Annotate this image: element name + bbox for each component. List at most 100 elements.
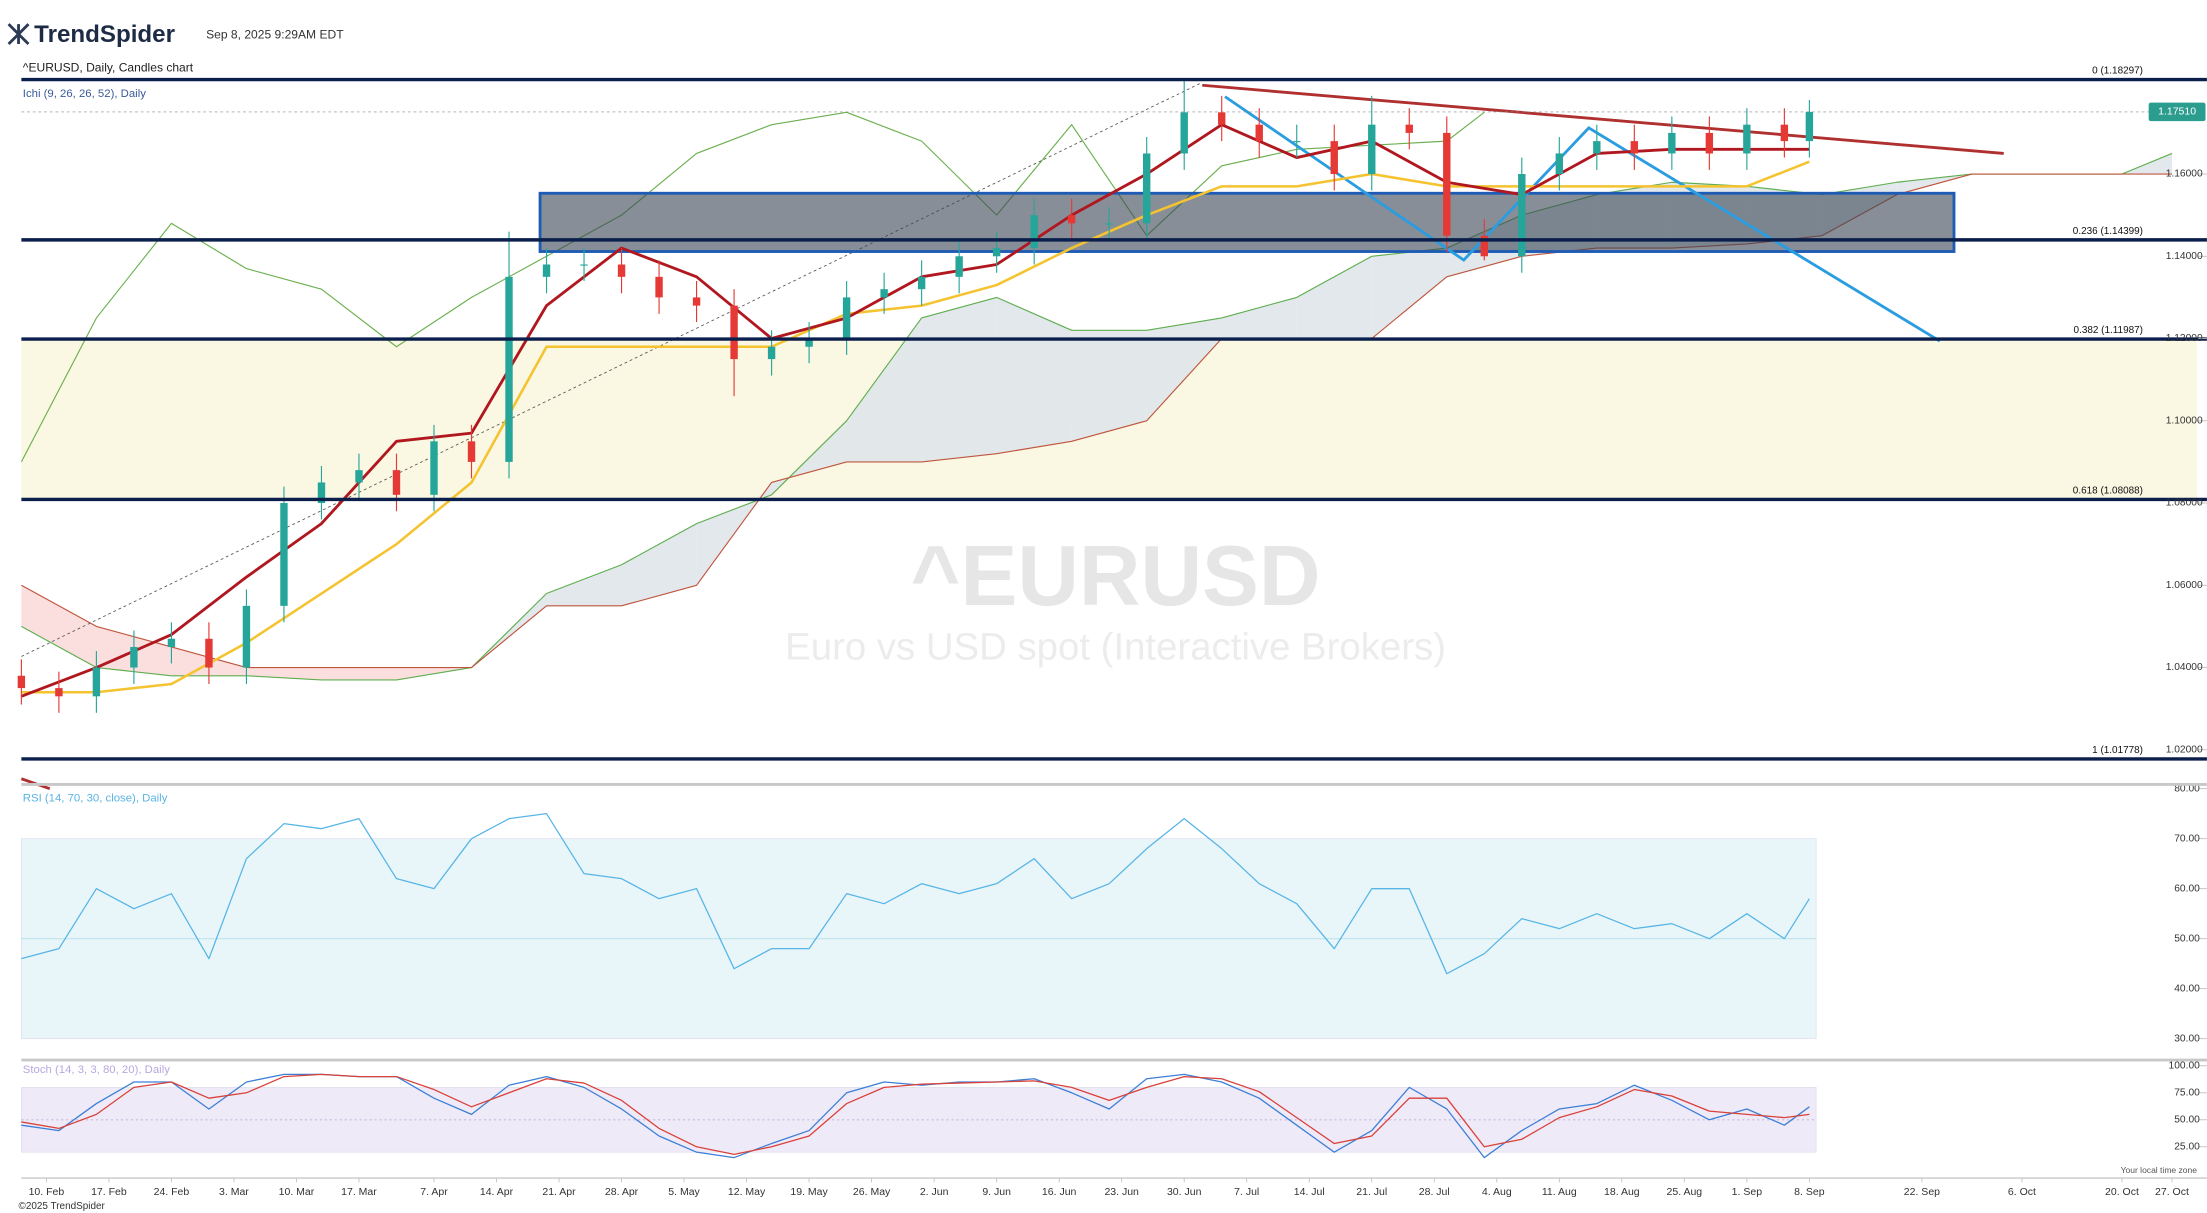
copyright: ©2025 TrendSpider — [19, 1201, 106, 1212]
candle-body — [1518, 174, 1526, 257]
candle-body — [1218, 112, 1226, 125]
candle-body — [92, 667, 101, 697]
timezone-note: Your local time zone — [2121, 1165, 2198, 1175]
y-tick-label: 50.00 — [2174, 1114, 2200, 1125]
candle-body — [1368, 124, 1376, 175]
indicator-line — [21, 1073, 1810, 1155]
y-tick-label: 1.14000 — [2166, 251, 2203, 262]
logo-icon — [7, 23, 30, 46]
x-tick-label: 28. Apr — [605, 1186, 639, 1198]
y-tick-label: 100.00 — [2169, 1060, 2201, 1071]
x-tick-label: 3. Mar — [219, 1186, 249, 1198]
y-tick-label: 60.00 — [2174, 883, 2200, 894]
cloud-segment — [321, 667, 397, 680]
price-layer: 0 (1.18297) 0.236 (1.14399) 0.382 (1.11987… — [17, 66, 2207, 1198]
x-tick-label: 8. Sep — [1794, 1186, 1825, 1198]
cloud-segment — [996, 297, 1072, 454]
x-tick-label: 19. May — [790, 1186, 828, 1198]
y-tick-label: 1.16000 — [2166, 169, 2203, 180]
last-price-tag — [2148, 102, 2206, 122]
x-tick-label: 14. Apr — [480, 1186, 514, 1198]
candle-body — [430, 441, 438, 495]
fib-label: 1 (1.01778) — [2092, 745, 2143, 756]
y-tick-label: 75.00 — [2174, 1087, 2200, 1098]
brand: TrendSpider — [34, 21, 175, 48]
candle-body — [1330, 141, 1338, 175]
y-tick-label: 1.04000 — [2166, 662, 2203, 673]
x-tick-label: 6. Oct — [2008, 1186, 2036, 1198]
x-tick-label: 28. Jul — [1419, 1186, 1450, 1198]
candle-body — [767, 346, 776, 360]
candle-body — [467, 441, 476, 462]
indicator-label: Ichi (9, 26, 26, 52), Daily — [23, 88, 146, 100]
cloud-segment — [1371, 248, 1447, 339]
fib-label: 0.618 (1.08088) — [2073, 486, 2143, 497]
cloud-segment — [846, 317, 922, 462]
candle-body — [1630, 141, 1639, 154]
fib-label: 0.382 (1.11987) — [2074, 325, 2143, 336]
cloud-segment — [1296, 256, 1372, 339]
y-tick-label: 1.02000 — [2166, 744, 2203, 755]
x-tick-label: 7. Apr — [420, 1186, 448, 1198]
x-tick-label: 11. Aug — [1542, 1186, 1577, 1198]
candle-body — [1030, 215, 1038, 249]
x-tick-label: 21. Jul — [1356, 1186, 1387, 1198]
candle-body — [55, 688, 63, 697]
candle-body — [1780, 124, 1789, 142]
candle-body — [730, 305, 738, 360]
cloud-segment — [921, 297, 997, 462]
candle-body — [1405, 124, 1413, 133]
stoch-label: Stoch (14, 3, 3, 80, 20), Daily — [23, 1064, 170, 1076]
rsi-label: RSI (14, 70, 30, close), Daily — [23, 793, 168, 805]
candle-body — [1805, 111, 1814, 142]
x-tick-label: 24. Feb — [154, 1186, 190, 1198]
x-tick-label: 18. Aug — [1604, 1186, 1640, 1198]
candle-body — [1067, 215, 1076, 224]
x-tick-label: 30. Jun — [1167, 1186, 1202, 1198]
candle-body — [1743, 124, 1751, 154]
candle-body — [17, 675, 26, 689]
candle-body — [1480, 235, 1488, 257]
candle-body — [617, 264, 626, 277]
x-tick-label: 4. Aug — [1482, 1186, 1512, 1198]
drawings — [20, 82, 2004, 791]
cloud-segment — [621, 523, 697, 606]
indicator-line — [21, 813, 1810, 975]
candle-body — [917, 276, 926, 290]
candle-body — [955, 256, 963, 277]
candle-body — [692, 297, 701, 306]
x-tick-label: 21. Apr — [542, 1186, 576, 1198]
fib-label: 0 (1.18297) — [2092, 66, 2143, 77]
candle-body — [167, 638, 176, 647]
cloud-segment — [1146, 317, 1222, 421]
zone-box — [538, 191, 1956, 253]
x-tick-label: 26. May — [853, 1186, 891, 1198]
candle-body — [655, 276, 663, 298]
candle-body — [242, 605, 251, 668]
y-tick-label: 70.00 — [2174, 833, 2200, 844]
x-tick-label: 10. Mar — [279, 1186, 315, 1198]
candle-body — [1593, 141, 1601, 154]
candle-body — [805, 338, 813, 347]
logo — [7, 23, 30, 46]
candle-body — [1255, 124, 1263, 142]
candle-body — [205, 638, 213, 668]
cloud-segment — [546, 564, 622, 606]
x-tick-label: 20. Oct — [2105, 1186, 2139, 1198]
cloud-segment — [1221, 297, 1297, 339]
y-tick-label: 50.00 — [2174, 933, 2200, 944]
candle-body — [355, 470, 363, 483]
watermark: ^EURUSD — [911, 529, 1321, 624]
trend-line — [1202, 83, 2004, 155]
cloud-segment — [21, 585, 97, 668]
x-tick-label: 2. Jun — [920, 1186, 949, 1198]
x-tick-label: 17. Feb — [91, 1186, 127, 1198]
x-tick-label: 22. Sep — [1904, 1186, 1940, 1198]
x-tick-label: 12. May — [728, 1186, 766, 1198]
candle-body — [880, 289, 888, 298]
x-tick-label: 7. Jul — [1234, 1186, 1259, 1198]
candle-body — [1143, 153, 1151, 224]
x-tick-label: 25. Aug — [1667, 1186, 1703, 1198]
x-tick-label: 23. Jun — [1104, 1186, 1139, 1198]
